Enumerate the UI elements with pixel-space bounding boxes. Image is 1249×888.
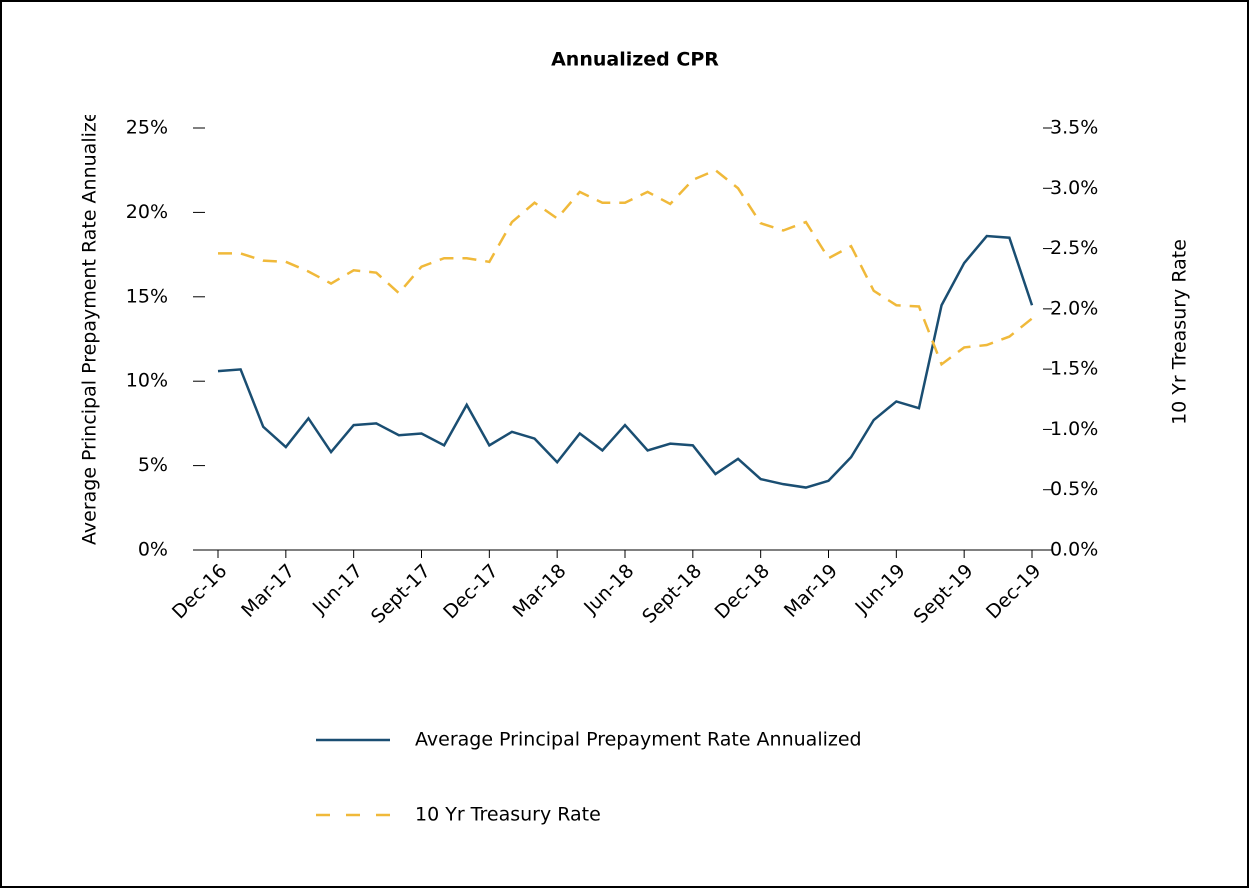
y-tick-label: 10% (126, 370, 168, 392)
y2-tick-label: 0.0% (1050, 539, 1098, 561)
y2-tick-label: 2.5% (1050, 237, 1098, 259)
y2-tick-label: 3.5% (1050, 117, 1098, 139)
y2-axis-label: 10 Yr Treasury Rate (1169, 239, 1191, 425)
legend-label: Average Principal Prepayment Rate Annual… (415, 729, 862, 751)
series-line (218, 168, 1033, 367)
legend-label: 10 Yr Treasury Rate (415, 804, 601, 826)
y2-tick-label: 1.5% (1050, 358, 1098, 380)
y-tick-label: 5% (138, 454, 168, 476)
y-tick-label: 20% (126, 201, 168, 223)
y-tick-label: 25% (126, 117, 168, 139)
chart-title: Annualized CPR (551, 49, 719, 71)
y2-tick-label: 1.0% (1050, 418, 1098, 440)
y2-tick-label: 2.0% (1050, 297, 1098, 319)
y-axis-label: Average Principal Prepayment Rate Annual… (79, 98, 101, 545)
y2-tick-label: 3.0% (1050, 177, 1098, 199)
series-line (217, 234, 1034, 489)
y2-tick-label: 0.5% (1050, 478, 1098, 500)
y-tick-label: 0% (138, 539, 168, 561)
y-tick-label: 15% (126, 285, 168, 307)
